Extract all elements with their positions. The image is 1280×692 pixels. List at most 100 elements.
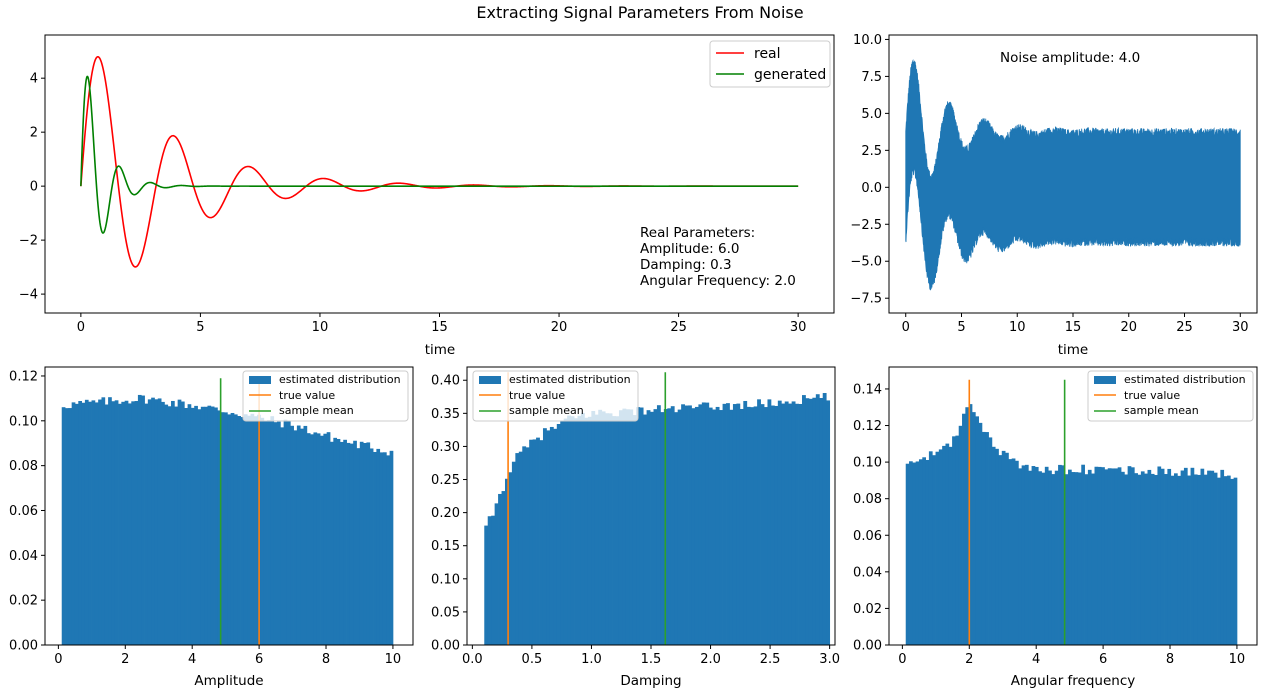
histogram-bar xyxy=(98,399,102,645)
histogram-bar xyxy=(177,399,182,645)
histogram-bar xyxy=(204,406,208,645)
histogram-bar xyxy=(560,420,565,645)
histogram-bar xyxy=(356,448,361,645)
histogram-bar xyxy=(784,401,789,645)
histogram-bar xyxy=(915,461,920,645)
histogram-bar xyxy=(815,394,820,645)
y-tick-label: 0.15 xyxy=(431,539,460,554)
histogram-bar xyxy=(612,416,616,645)
x-tick-label: 8 xyxy=(1166,652,1174,667)
x-tick-label: 4 xyxy=(188,652,196,667)
legend-hist-swatch xyxy=(249,376,271,384)
histogram-bar xyxy=(373,452,377,645)
legend-true-label: true value xyxy=(1124,389,1180,402)
histogram-bar xyxy=(286,421,291,645)
histogram-bar xyxy=(978,422,983,645)
histogram-bar xyxy=(1220,469,1225,645)
histogram-bar xyxy=(65,408,69,645)
x-tick-label: 0 xyxy=(54,652,62,667)
histogram-bar xyxy=(1024,464,1029,645)
histogram-bar xyxy=(584,417,589,645)
histogram-bar xyxy=(270,416,275,645)
histogram-bar xyxy=(928,451,933,645)
histogram-bar xyxy=(61,407,66,645)
histogram-bar xyxy=(386,455,391,645)
frequency-hist-panel: 0 2 4 6 8 100.000.020.040.060.080.100.120.14 … xyxy=(853,366,1258,689)
histogram-bar xyxy=(805,398,810,645)
histogram-bar xyxy=(1170,475,1175,645)
histogram-bar xyxy=(539,440,544,645)
y-tick-label: 0.10 xyxy=(853,456,882,471)
histogram-bar xyxy=(556,424,561,645)
histogram-bar xyxy=(681,404,685,645)
histogram-bar xyxy=(1213,472,1218,645)
histogram-bar xyxy=(995,448,999,645)
histogram-bar xyxy=(1028,470,1032,645)
legend-mean-label: sample mean xyxy=(1124,404,1199,417)
y-tick-label: 0.06 xyxy=(9,504,38,519)
histogram-bar xyxy=(594,414,599,645)
histogram-bar xyxy=(1157,466,1162,645)
histogram-bar xyxy=(1021,465,1026,645)
histogram-bar xyxy=(608,413,613,645)
frequency-xlabel: Angular frequency xyxy=(1011,673,1136,689)
histogram-bar xyxy=(1207,470,1211,645)
histogram-bar xyxy=(795,403,799,645)
histogram-bar xyxy=(1121,471,1125,645)
figure-title: Extracting Signal Parameters From Noise xyxy=(476,3,803,22)
histogram-bar xyxy=(1001,450,1006,645)
histogram-bar xyxy=(1167,468,1172,645)
histogram-bar xyxy=(1226,475,1231,645)
histogram-bar xyxy=(487,516,492,645)
histogram-bar xyxy=(343,439,347,645)
histogram-bar xyxy=(320,435,324,645)
histogram-bar xyxy=(736,403,741,645)
histogram-bar xyxy=(250,413,255,645)
annotation-line-1: Real Parameters: xyxy=(640,225,755,241)
histogram-bar xyxy=(574,418,578,645)
histogram-bar xyxy=(1210,470,1215,645)
amplitude-xlabel: Amplitude xyxy=(194,673,263,689)
histogram-bar xyxy=(774,405,779,645)
histogram-bar xyxy=(760,404,765,645)
histogram-bar xyxy=(542,428,547,645)
histogram-bar xyxy=(161,401,165,645)
histogram-bar xyxy=(563,418,568,645)
histogram-bar xyxy=(491,515,496,645)
y-tick-label: 0.05 xyxy=(431,605,460,620)
x-tick-label: 5 xyxy=(196,320,204,335)
x-tick-label: 15 xyxy=(1065,320,1082,335)
y-tick-label: 0.04 xyxy=(9,549,38,564)
histogram-bar xyxy=(777,400,782,645)
histogram-bar xyxy=(788,403,793,645)
histogram-bar xyxy=(330,441,334,645)
x-tick-label: 20 xyxy=(1120,320,1137,335)
y-tick-label: 0.06 xyxy=(853,529,882,544)
x-tick-label: 1.0 xyxy=(581,652,602,667)
histogram-bar xyxy=(504,478,509,645)
y-tick-label: −5.0 xyxy=(850,255,882,270)
histogram-bar xyxy=(1190,467,1195,645)
histogram-bar xyxy=(942,445,946,645)
histogram-bar xyxy=(104,404,109,645)
histogram-bar xyxy=(1124,474,1129,645)
histogram-bar xyxy=(214,407,218,645)
histogram-bar xyxy=(1203,474,1208,645)
histogram-bar xyxy=(656,405,661,645)
frequency-axes-frame xyxy=(888,366,1258,646)
histogram-bar xyxy=(739,408,744,645)
histogram-bar xyxy=(580,412,585,645)
histogram-bar xyxy=(101,397,106,645)
histogram-bar xyxy=(224,412,228,645)
histogram-bar xyxy=(1147,469,1152,645)
histogram-bar xyxy=(194,405,198,645)
x-tick-label: 15 xyxy=(431,320,448,335)
histogram-bar xyxy=(1127,466,1132,645)
histogram-bar xyxy=(598,409,603,645)
histogram-bar xyxy=(184,408,188,645)
histogram-bar xyxy=(313,432,318,645)
histogram-bar xyxy=(1223,476,1228,645)
histogram-bar xyxy=(1068,469,1072,645)
histogram-bar xyxy=(1087,469,1092,645)
y-tick-label: −2 xyxy=(19,234,38,249)
